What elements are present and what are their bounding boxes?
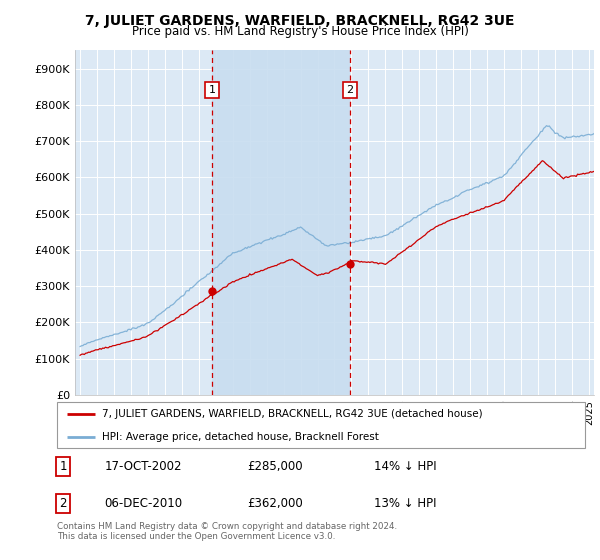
Text: 7, JULIET GARDENS, WARFIELD, BRACKNELL, RG42 3UE: 7, JULIET GARDENS, WARFIELD, BRACKNELL, … bbox=[85, 14, 515, 28]
Text: Contains HM Land Registry data © Crown copyright and database right 2024.: Contains HM Land Registry data © Crown c… bbox=[57, 522, 397, 531]
Text: Price paid vs. HM Land Registry's House Price Index (HPI): Price paid vs. HM Land Registry's House … bbox=[131, 25, 469, 38]
Bar bbox=[212, 50, 350, 395]
Text: 17-OCT-2002: 17-OCT-2002 bbox=[104, 460, 182, 473]
Text: This data is licensed under the Open Government Licence v3.0.: This data is licensed under the Open Gov… bbox=[57, 532, 335, 541]
FancyBboxPatch shape bbox=[57, 402, 585, 448]
Text: 2: 2 bbox=[59, 497, 67, 510]
Text: 7, JULIET GARDENS, WARFIELD, BRACKNELL, RG42 3UE (detached house): 7, JULIET GARDENS, WARFIELD, BRACKNELL, … bbox=[102, 409, 482, 419]
Text: £362,000: £362,000 bbox=[247, 497, 303, 510]
Text: 1: 1 bbox=[209, 85, 216, 95]
Text: 14% ↓ HPI: 14% ↓ HPI bbox=[374, 460, 436, 473]
Text: HPI: Average price, detached house, Bracknell Forest: HPI: Average price, detached house, Brac… bbox=[102, 432, 379, 441]
Text: 06-DEC-2010: 06-DEC-2010 bbox=[104, 497, 182, 510]
Text: 1: 1 bbox=[59, 460, 67, 473]
Text: 2: 2 bbox=[347, 85, 353, 95]
Text: 13% ↓ HPI: 13% ↓ HPI bbox=[374, 497, 436, 510]
Text: £285,000: £285,000 bbox=[247, 460, 303, 473]
